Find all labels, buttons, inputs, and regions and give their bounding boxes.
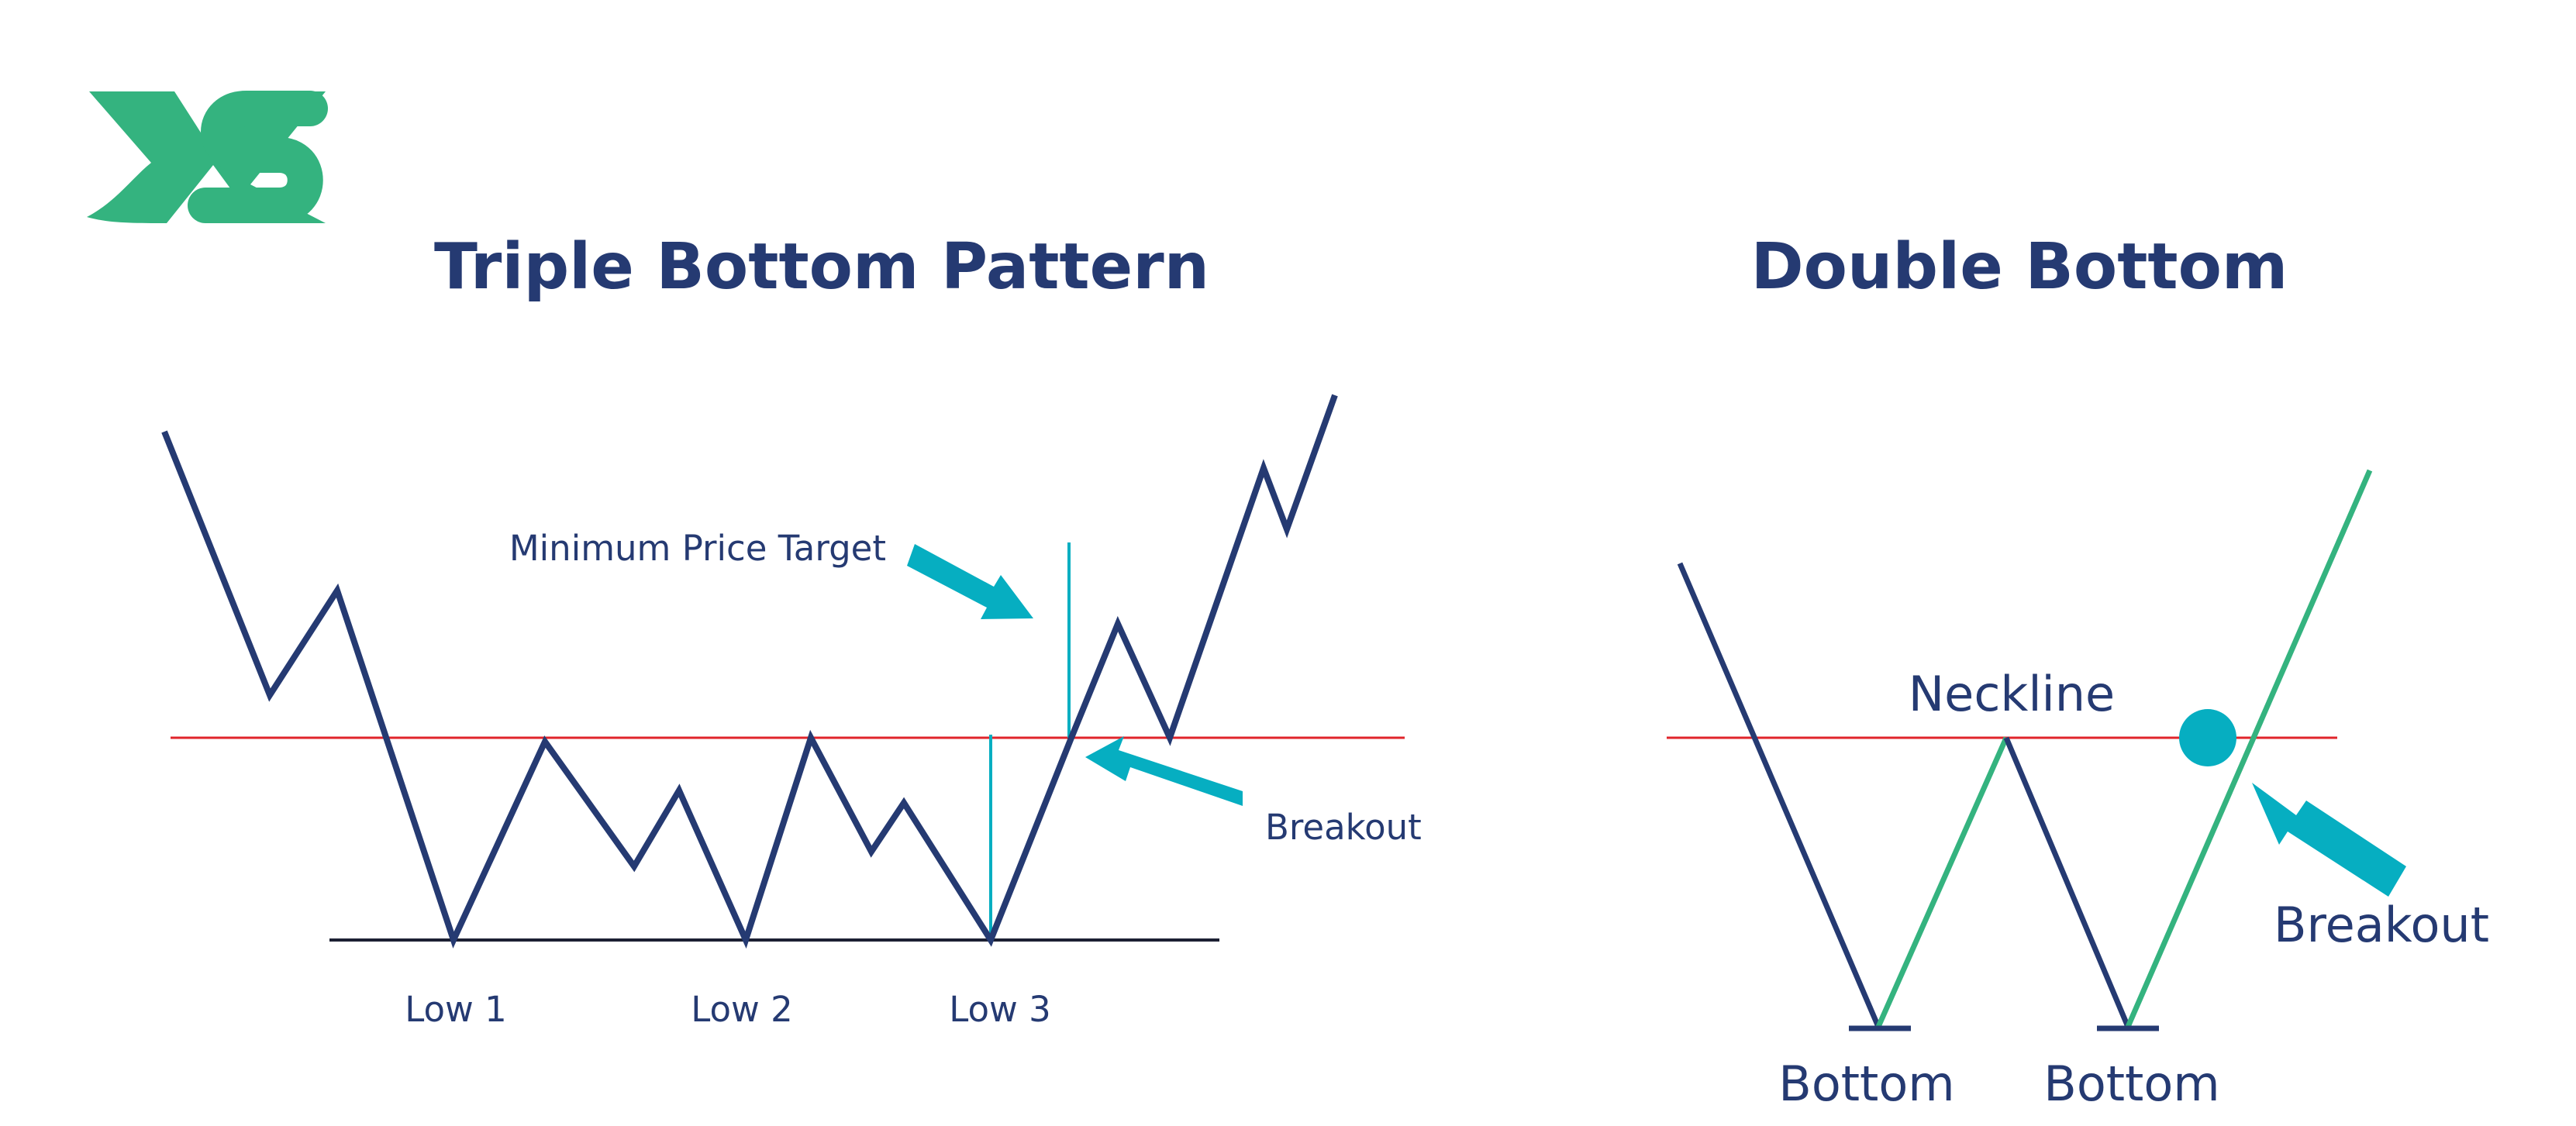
low-3-label: Low 3 bbox=[949, 989, 1051, 1030]
triple-bottom-chart: Minimum Price Target Breakout Low 1 Low … bbox=[161, 394, 1422, 1030]
min-price-target-label: Minimum Price Target bbox=[509, 528, 886, 569]
breakout-label: Breakout bbox=[1265, 807, 1422, 848]
breakout-arrow bbox=[1085, 736, 1243, 806]
double-bottom-title: Double Bottom bbox=[1751, 230, 2288, 304]
neckline-label: Neckline bbox=[1909, 666, 2115, 722]
bottom-1-label: Bottom bbox=[1778, 1055, 1954, 1112]
price-line bbox=[161, 394, 1338, 949]
breakout-point bbox=[2179, 709, 2236, 766]
low-1-label: Low 1 bbox=[405, 989, 507, 1030]
low-2-label: Low 2 bbox=[691, 989, 793, 1030]
double-bottom-chart: Neckline Breakout Bottom Bottom bbox=[1667, 469, 2489, 1112]
triple-bottom-title: Triple Bottom Pattern bbox=[434, 230, 1209, 304]
logo-s-shape bbox=[188, 91, 328, 223]
double-breakout-arrow bbox=[2252, 783, 2406, 897]
up-leg-2 bbox=[2125, 469, 2373, 1028]
double-breakout-label: Breakout bbox=[2274, 897, 2489, 953]
down-leg-1 bbox=[1677, 562, 1881, 1028]
bottom-2-label: Bottom bbox=[2043, 1055, 2219, 1112]
xs-logo bbox=[87, 91, 328, 223]
down-leg-2 bbox=[2003, 736, 2131, 1028]
up-leg-1 bbox=[1875, 736, 2009, 1028]
min-price-target-arrow bbox=[907, 544, 1033, 619]
